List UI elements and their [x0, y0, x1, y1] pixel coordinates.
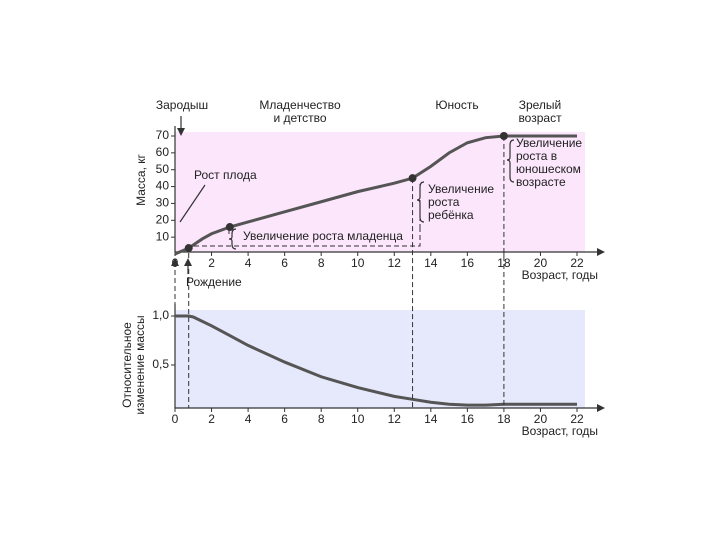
y-tick-label: 50 [156, 162, 170, 176]
y-axis-label: Относительное [120, 322, 134, 408]
x-tick-label: 14 [424, 412, 438, 426]
bracket [228, 182, 421, 237]
stage-label: Младенчество [259, 98, 341, 112]
x-axis-label: Возраст, годы [522, 268, 598, 282]
leader [179, 184, 206, 223]
y-tick-label: 70 [156, 128, 170, 142]
x-tick-label: 6 [281, 256, 288, 270]
annotation: возрасте [516, 175, 566, 189]
y-axis-label: изменение массы [133, 315, 147, 414]
stage-label: Юность [435, 98, 478, 112]
x-tick-label: 12 [388, 256, 402, 270]
bracket [416, 181, 425, 223]
stage-label: возраст [518, 111, 562, 125]
x-tick-label: 2 [208, 256, 215, 270]
y-tick-label: 30 [156, 196, 170, 210]
annotation: Увеличение [428, 182, 494, 196]
y-axis-label: Масса, кг [134, 153, 148, 205]
annotation: Рост плода [194, 168, 257, 182]
x-tick-label: 14 [424, 256, 438, 270]
arrow [184, 258, 192, 266]
x-tick-label: 10 [351, 412, 365, 426]
y-tick-label: 20 [156, 212, 170, 226]
y-tick-label: 60 [156, 145, 170, 159]
annotation: роста [428, 195, 460, 209]
arrow [597, 248, 605, 256]
x-tick-label: 10 [351, 256, 365, 270]
x-tick-label: 22 [570, 412, 584, 426]
birth-label: Рождение [186, 275, 242, 289]
arrow [177, 128, 185, 136]
y-tick-label: 1,0 [152, 308, 169, 322]
x-tick-label: 4 [245, 256, 252, 270]
data-line [175, 314, 577, 407]
x-tick-label: 8 [318, 412, 325, 426]
stage-label: и детство [273, 111, 326, 125]
x-tick-label: 18 [497, 412, 511, 426]
y-tick-label: 10 [156, 229, 170, 243]
stage-label: Зрелый [519, 98, 562, 112]
x-tick-label: 4 [245, 412, 252, 426]
arrow [171, 258, 179, 266]
x-tick-label: 0 [172, 412, 179, 426]
x-tick-label: 20 [534, 412, 548, 426]
x-tick-label: 22 [570, 256, 584, 270]
annotation: роста в [516, 149, 557, 163]
annotation: ребёнка [428, 208, 474, 222]
plot-background [175, 132, 585, 252]
bracket [506, 139, 515, 183]
annotation: юношеском [516, 162, 581, 176]
y-tick-label: 40 [156, 179, 170, 193]
x-axis-label: Возраст, годы [522, 424, 598, 438]
bracket [187, 229, 421, 247]
x-tick-label: 2 [208, 412, 215, 426]
x-tick-label: 12 [388, 412, 402, 426]
x-tick-label: 18 [497, 256, 511, 270]
y-tick-label: 0,5 [152, 357, 169, 371]
data-point [225, 223, 234, 232]
x-tick-label: 16 [461, 412, 475, 426]
arrow [597, 404, 605, 412]
bracket [228, 228, 237, 250]
x-tick-label: 16 [461, 256, 475, 270]
annotation: Увеличение роста младенца [243, 229, 403, 243]
stage-label: Зародыш [156, 98, 208, 112]
x-tick-label: 6 [281, 412, 288, 426]
annotation: Увеличение [516, 136, 582, 150]
x-tick-label: 8 [318, 256, 325, 270]
x-tick-label: 20 [534, 256, 548, 270]
